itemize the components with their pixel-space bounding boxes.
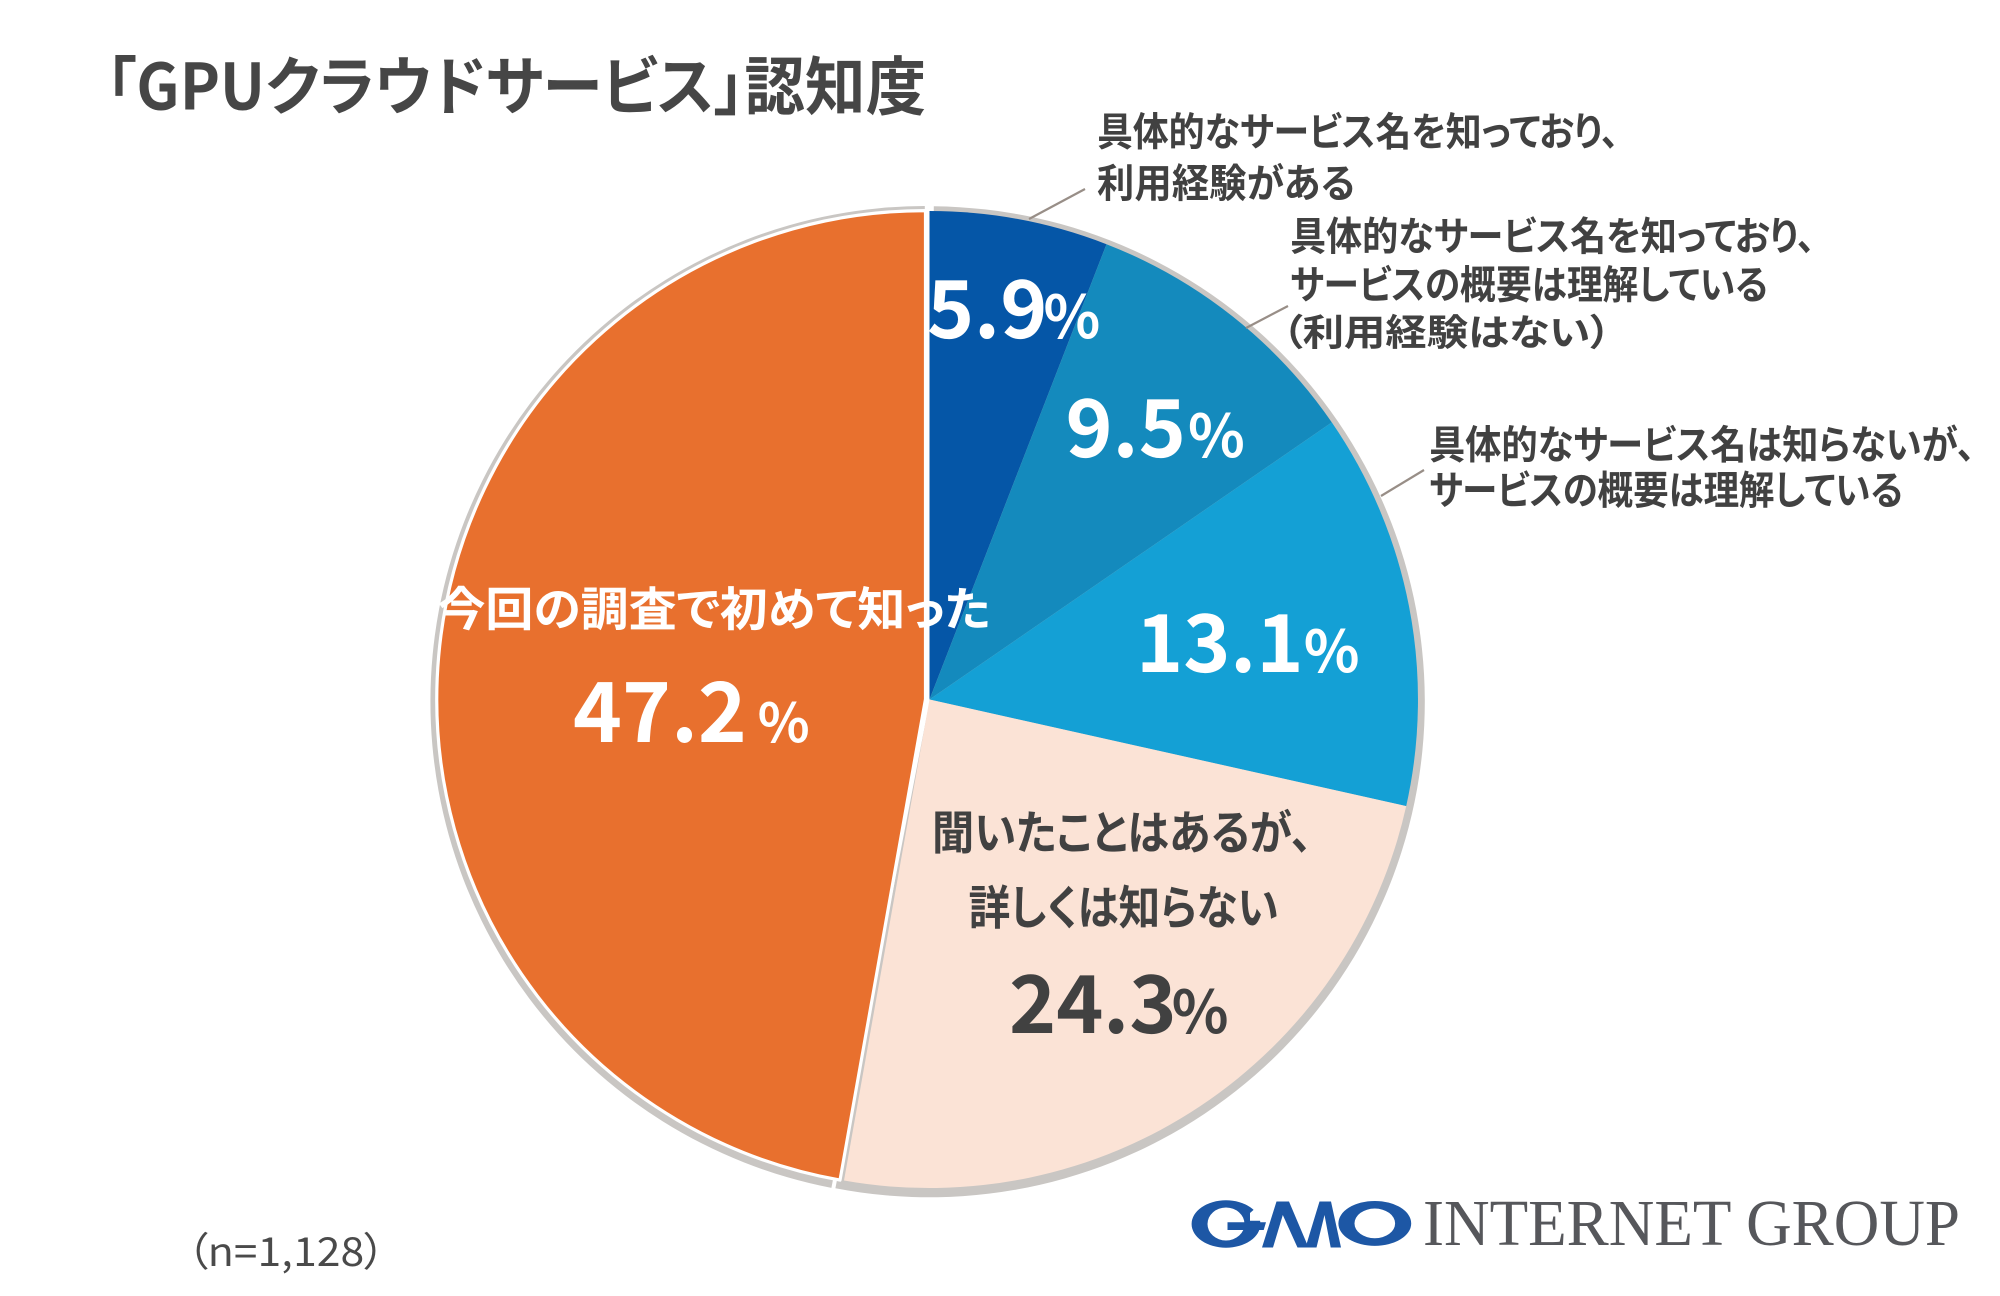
svg-text:具体的なサービス名を知っており、: 具体的なサービス名を知っており、 <box>1097 100 1619 158</box>
svg-text:サービスの概要は理解している: サービスの概要は理解している <box>1290 253 1768 311</box>
svg-text:詳しくは知らない: 詳しくは知らない <box>969 870 1279 939</box>
svg-text:具体的なサービス名は知らないが、: 具体的なサービス名は知らないが、 <box>1429 413 1975 471</box>
svg-text:サービスの概要は理解している: サービスの概要は理解している <box>1429 459 1903 517</box>
svg-text:利用経験がある: 利用経験がある <box>1097 152 1355 210</box>
svg-text:今回の調査で初めて知った: 今回の調査で初めて知った <box>438 571 991 640</box>
svg-text:47.2%: 47.2% <box>573 646 810 766</box>
svg-text:9.5%: 9.5% <box>1066 365 1245 481</box>
svg-text:（n=1,128）: （n=1,128） <box>187 1220 386 1278</box>
svg-text:（利用経験はない）: （利用経験はない） <box>1282 303 1611 357</box>
svg-text:INTERNET GROUP: INTERNET GROUP <box>1423 1187 1960 1260</box>
svg-text:具体的なサービス名を知っており、: 具体的なサービス名を知っており、 <box>1290 205 1815 263</box>
svg-text:聞いたことはあるが、: 聞いたことはあるが、 <box>932 795 1312 864</box>
svg-text:「GPUクラウドサービス」認知度: 「GPUクラウドサービス」認知度 <box>106 37 926 129</box>
